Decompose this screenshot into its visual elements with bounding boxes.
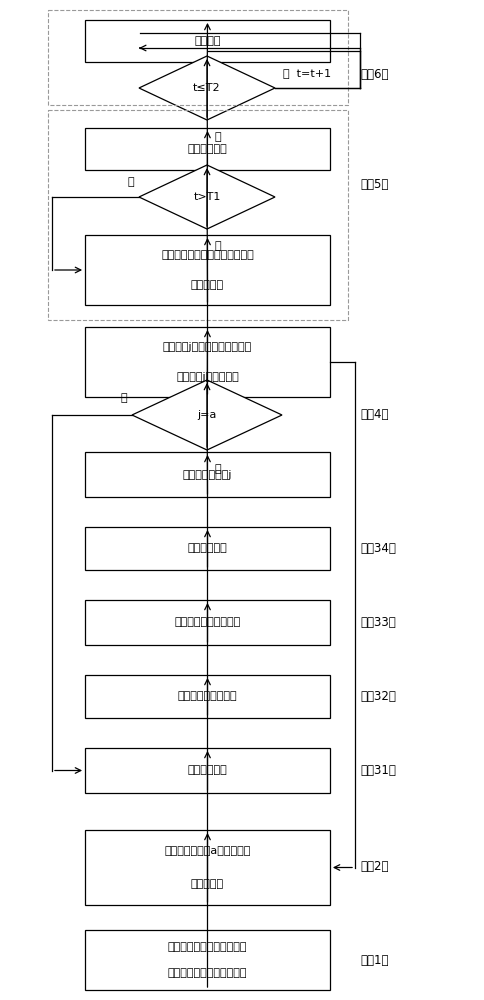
Text: j=a: j=a [197, 410, 216, 420]
Text: 步骤32）: 步骤32） [359, 690, 395, 702]
Bar [85, 675, 329, 718]
Text: 步骤4）: 步骤4） [359, 408, 388, 422]
Bar [85, 235, 329, 305]
Text: 步骤31）: 步骤31） [359, 764, 395, 776]
Text: t≤T2: t≤T2 [193, 83, 220, 93]
Text: 的状态更新: 的状态更新 [191, 879, 224, 889]
Polygon shape [132, 380, 281, 450]
Text: 步骤2）: 步骤2） [359, 860, 388, 874]
Bar [85, 327, 329, 397]
Text: 车辆位置更新: 车辆位置更新 [187, 544, 227, 554]
Text: 车辆进行防碰撞减速: 车辆进行防碰撞减速 [177, 692, 237, 702]
Bar [85, 128, 329, 170]
Text: 是  t=t+1: 是 t=t+1 [283, 68, 331, 78]
Text: 从起始更新车辆a开始本步长: 从起始更新车辆a开始本步长 [164, 846, 250, 856]
Text: 起始更新车辆等初始参数值: 起始更新车辆等初始参数值 [167, 968, 247, 978]
Text: 将所有车辆的车前行驶空间更新: 将所有车辆的车前行驶空间更新 [161, 250, 253, 260]
Bar [85, 830, 329, 905]
Text: 采集仿真数据: 采集仿真数据 [187, 144, 227, 154]
Text: 入对车辆j的状态更新: 入对车辆j的状态更新 [176, 372, 239, 382]
Bar [85, 452, 329, 497]
Bar [85, 930, 329, 990]
Polygon shape [139, 165, 274, 229]
Text: 步骤1）: 步骤1） [359, 954, 388, 966]
Text: 步骤34）: 步骤34） [359, 542, 395, 554]
Text: 否: 否 [214, 132, 221, 142]
Text: 设定元胞尺寸，道路长度，: 设定元胞尺寸，道路长度， [167, 942, 247, 952]
Bar [48, 110, 348, 320]
Text: 车辆进行随机慢化减速: 车辆进行随机慢化减速 [174, 617, 240, 628]
Text: 向后搜索到车辆j: 向后搜索到车辆j [182, 470, 232, 480]
Text: 是: 是 [214, 241, 221, 251]
Text: t>T1: t>T1 [193, 192, 220, 202]
Text: 步骤6）: 步骤6） [359, 68, 388, 82]
Polygon shape [139, 56, 274, 120]
Text: 步骤33）: 步骤33） [359, 615, 395, 629]
Bar [48, 10, 348, 105]
Text: 步骤5）: 步骤5） [359, 178, 388, 192]
Bar [85, 748, 329, 793]
Text: 更新车辆j的车前行驶空间，转: 更新车辆j的车前行驶空间，转 [163, 342, 252, 352]
Bar [85, 527, 329, 570]
Text: 是: 是 [120, 393, 127, 403]
Bar [85, 600, 329, 645]
Text: 为车辆间距: 为车辆间距 [191, 280, 224, 290]
Text: 仿真结束: 仿真结束 [194, 36, 220, 46]
Bar [85, 20, 329, 62]
Text: 车辆进行加速: 车辆进行加速 [187, 766, 227, 776]
Text: 否: 否 [127, 177, 134, 187]
Text: 否: 否 [214, 464, 221, 474]
